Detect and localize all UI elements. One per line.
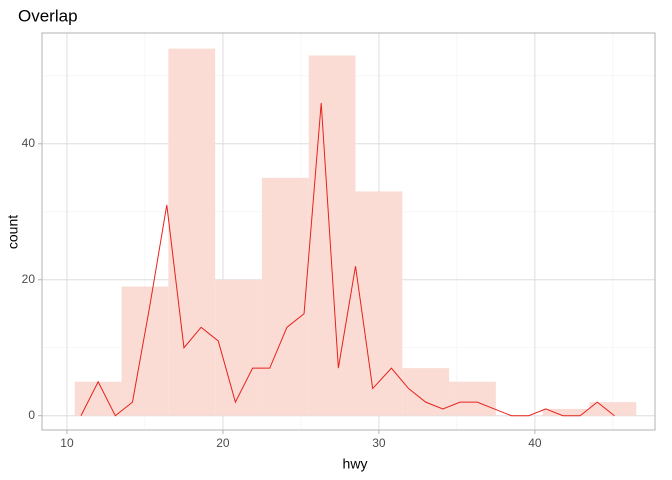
chart-title: Overlap — [18, 6, 78, 25]
panel-border — [41, 32, 656, 431]
x-axis-title: hwy — [343, 456, 368, 472]
bar — [121, 286, 169, 416]
x-tick-label: 20 — [216, 436, 230, 450]
bar — [449, 381, 496, 416]
x-tick-label: 10 — [60, 436, 74, 450]
bar — [261, 177, 309, 416]
y-tick-label: 0 — [28, 408, 35, 422]
bar — [168, 48, 216, 416]
bar — [355, 191, 403, 416]
y-axis-title: count — [5, 215, 21, 249]
x-tick-label: 30 — [372, 436, 386, 450]
bar — [308, 55, 356, 416]
bar — [589, 402, 637, 416]
y-tick-label: 20 — [22, 272, 36, 286]
bar — [215, 279, 262, 416]
bar — [542, 408, 590, 416]
bar — [74, 381, 122, 416]
x-tick-label: 40 — [528, 436, 542, 450]
frequency-line — [80, 102, 615, 417]
y-tick-label: 40 — [22, 136, 36, 150]
